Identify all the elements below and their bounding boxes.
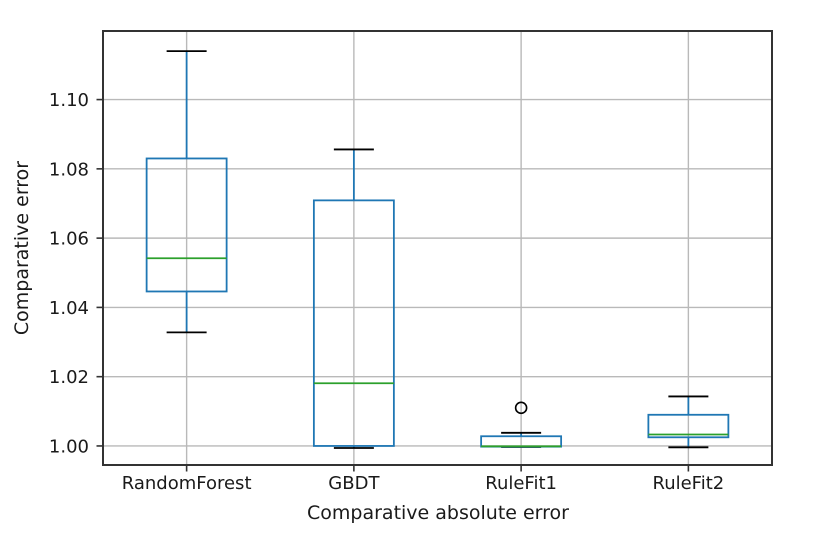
y-tick-label-1.02: 1.02 [49, 367, 89, 388]
y-tick-label-1.10: 1.10 [49, 90, 89, 111]
box-randomforest [145, 157, 228, 293]
box-gbdt [312, 199, 395, 447]
x-axis-label: Comparative absolute error [307, 502, 569, 524]
x-tick-label-randomforest: RandomForest [122, 473, 252, 494]
y-tick-label-1.00: 1.00 [49, 436, 89, 457]
y-tick-label-1.04: 1.04 [49, 298, 89, 319]
x-tick-label-rulefit2: RuleFit2 [653, 473, 725, 494]
y-tick-label-1.08: 1.08 [49, 159, 89, 180]
outlier-rulefit1-0 [514, 401, 528, 415]
x-tick-label-rulefit1: RuleFit1 [485, 473, 557, 494]
y-tick-label-1.06: 1.06 [49, 229, 89, 250]
y-axis-label: Comparative error [11, 160, 33, 336]
plot-border [102, 30, 773, 466]
x-tick-label-gbdt: GBDT [328, 473, 380, 494]
box-rulefit2 [647, 413, 730, 439]
